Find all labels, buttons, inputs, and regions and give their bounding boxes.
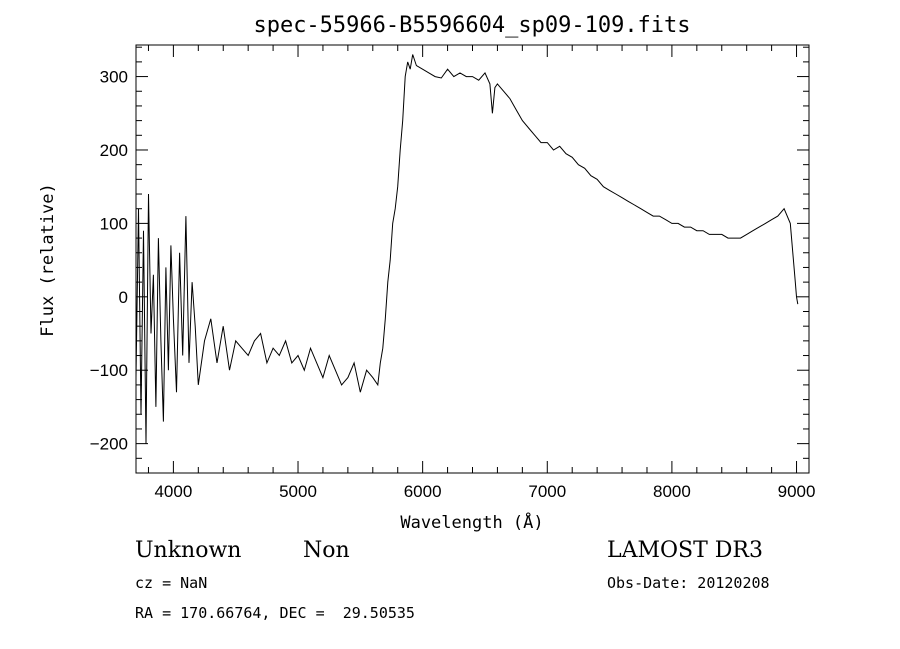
plot-frame [135,44,810,474]
x-tick-label: 9000 [778,482,816,501]
x-tick-label: 8000 [653,482,691,501]
object-class: Unknown [135,538,242,563]
redshift-label: cz = NaN [135,574,208,592]
x-axis-label: Wavelength (Å) [400,511,543,533]
y-tick-label: 300 [100,68,128,87]
y-tick-label: −200 [90,435,128,454]
y-axis: −200 −100 0 100 200 300 [90,46,809,459]
y-tick-label: 100 [100,214,128,233]
survey-label: LAMOST DR3 [607,538,763,563]
x-axis: 4000 5000 6000 7000 8000 9000 [147,45,816,501]
object-subclass: Non [303,538,350,563]
obs-date-label: Obs-Date: 20120208 [607,574,770,592]
y-tick-label: 0 [119,288,128,307]
y-axis-label: Flux (relative) [38,183,58,337]
x-tick-label: 6000 [404,482,442,501]
chart-title: spec-55966-B5596604_sp09-109.fits [253,13,690,38]
x-tick-label: 4000 [154,482,192,501]
spectrum-line [135,54,799,444]
coordinates-label: RA = 170.66764, DEC = 29.50535 [135,604,415,622]
y-tick-label: −100 [90,361,128,380]
x-tick-label: 7000 [528,482,566,501]
x-tick-label: 5000 [279,482,317,501]
series-group [135,54,799,444]
y-tick-label: 200 [100,141,128,160]
